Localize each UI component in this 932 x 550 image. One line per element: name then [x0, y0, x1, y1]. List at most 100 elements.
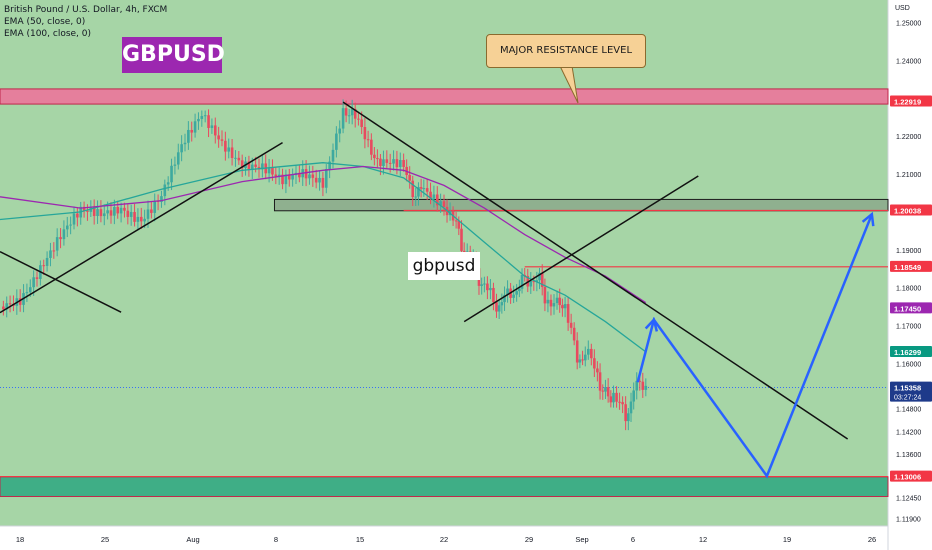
candle-body — [581, 359, 584, 361]
candle-body — [102, 213, 106, 217]
ticker-badge[interactable]: GBPUSD — [122, 37, 225, 73]
candle-body — [624, 404, 627, 422]
candle-body — [28, 287, 32, 293]
candle-body — [341, 108, 345, 129]
candle-body — [612, 392, 615, 403]
candle-body — [72, 213, 76, 225]
candle-body — [419, 187, 423, 189]
candle-body — [598, 372, 602, 391]
candle-body — [335, 133, 338, 150]
legend-ema100[interactable]: EMA (100, close, 0) — [4, 29, 92, 39]
candle-body — [385, 159, 389, 163]
candle-body — [414, 196, 418, 198]
candle-body — [139, 216, 143, 222]
candle-body — [180, 144, 183, 153]
symbol-label[interactable]: gbpusd — [408, 252, 480, 280]
candle-body — [254, 164, 257, 167]
candle-body — [480, 284, 483, 286]
candle-body — [408, 175, 411, 181]
candle-body — [532, 281, 536, 283]
candle-body — [190, 129, 194, 133]
candle-body — [561, 305, 564, 309]
candle-body — [593, 358, 596, 369]
price-label: 1.15358 — [894, 384, 921, 393]
price-label-box — [890, 470, 932, 482]
candle-body — [366, 139, 370, 141]
candle-body — [578, 359, 582, 363]
candle-body — [227, 147, 231, 152]
candle-body — [304, 169, 308, 179]
y-tick-label: 1.19000 — [896, 248, 921, 255]
candle-body — [538, 272, 541, 281]
candle-body — [187, 129, 190, 143]
candle-body — [435, 194, 439, 206]
price-label-countdown: 03:27:24 — [894, 395, 921, 402]
zone-major-resistance — [0, 88, 889, 105]
candle-body — [116, 206, 120, 214]
candle-body — [119, 207, 123, 214]
candle-body — [503, 294, 506, 303]
candle-body — [230, 147, 234, 159]
candle-body — [65, 225, 69, 230]
candle-body — [360, 119, 363, 128]
candle-body — [261, 163, 264, 170]
candle-body — [442, 201, 446, 207]
candle-body — [529, 281, 533, 287]
candle-body — [166, 182, 170, 185]
candle-body — [106, 210, 109, 214]
y-tick-label: 1.14800 — [896, 407, 921, 414]
y-tick-label: 1.24000 — [896, 59, 921, 66]
candle-body — [173, 164, 177, 166]
price-label-box — [890, 381, 932, 402]
candle-body — [638, 380, 642, 382]
trendline-3 — [463, 175, 699, 323]
candle-body — [123, 207, 126, 211]
candle-body — [601, 390, 605, 392]
x-tick-label: 29 — [525, 535, 533, 544]
candle-body — [62, 229, 66, 240]
candle-body — [210, 125, 214, 128]
time-axis-panel — [0, 526, 932, 550]
candle-body — [277, 174, 281, 177]
x-tick-label: Aug — [186, 535, 199, 544]
candle-body — [274, 174, 278, 177]
candle-body — [5, 303, 9, 310]
projection-line — [636, 213, 874, 479]
candle-body — [583, 354, 587, 361]
resistance-callout[interactable]: MAJOR RESISTANCE LEVEL — [486, 34, 646, 68]
y-tick-label: 1.25000 — [896, 21, 921, 28]
legend-ema50[interactable]: EMA (50, close, 0) — [4, 17, 86, 27]
y-tick-label: 1.22000 — [896, 134, 921, 141]
candle-body — [422, 188, 426, 190]
price-label-box — [890, 204, 932, 216]
candle-body — [224, 140, 227, 152]
candle-body — [287, 174, 291, 180]
candle-body — [492, 287, 495, 303]
candle-body — [439, 201, 442, 206]
candle-body — [45, 257, 49, 266]
candle-body — [370, 139, 373, 155]
x-tick-label: 15 — [356, 535, 364, 544]
candle-body — [126, 210, 130, 217]
x-tick-label: 22 — [440, 535, 448, 544]
trendline-1 — [0, 142, 283, 314]
candle-body — [193, 121, 197, 133]
candle-body — [183, 142, 187, 145]
price-label: 1.20038 — [894, 206, 921, 215]
legend-symbol[interactable]: British Pound / U.S. Dollar, 4h, FXCM — [4, 5, 168, 15]
candle-body — [569, 322, 573, 328]
candle-body — [240, 160, 244, 169]
candle-body — [49, 250, 52, 258]
candle-body — [609, 396, 613, 403]
candle-body — [281, 174, 284, 185]
candle-body — [495, 302, 498, 312]
candle-body — [546, 299, 550, 304]
candle-body — [566, 304, 570, 323]
candle-body — [82, 206, 86, 211]
candle-body — [271, 167, 274, 175]
candle-body — [535, 280, 539, 283]
candle-body — [321, 177, 325, 188]
y-tick-label: 1.17000 — [896, 323, 921, 330]
price-label: 1.17450 — [894, 304, 921, 313]
